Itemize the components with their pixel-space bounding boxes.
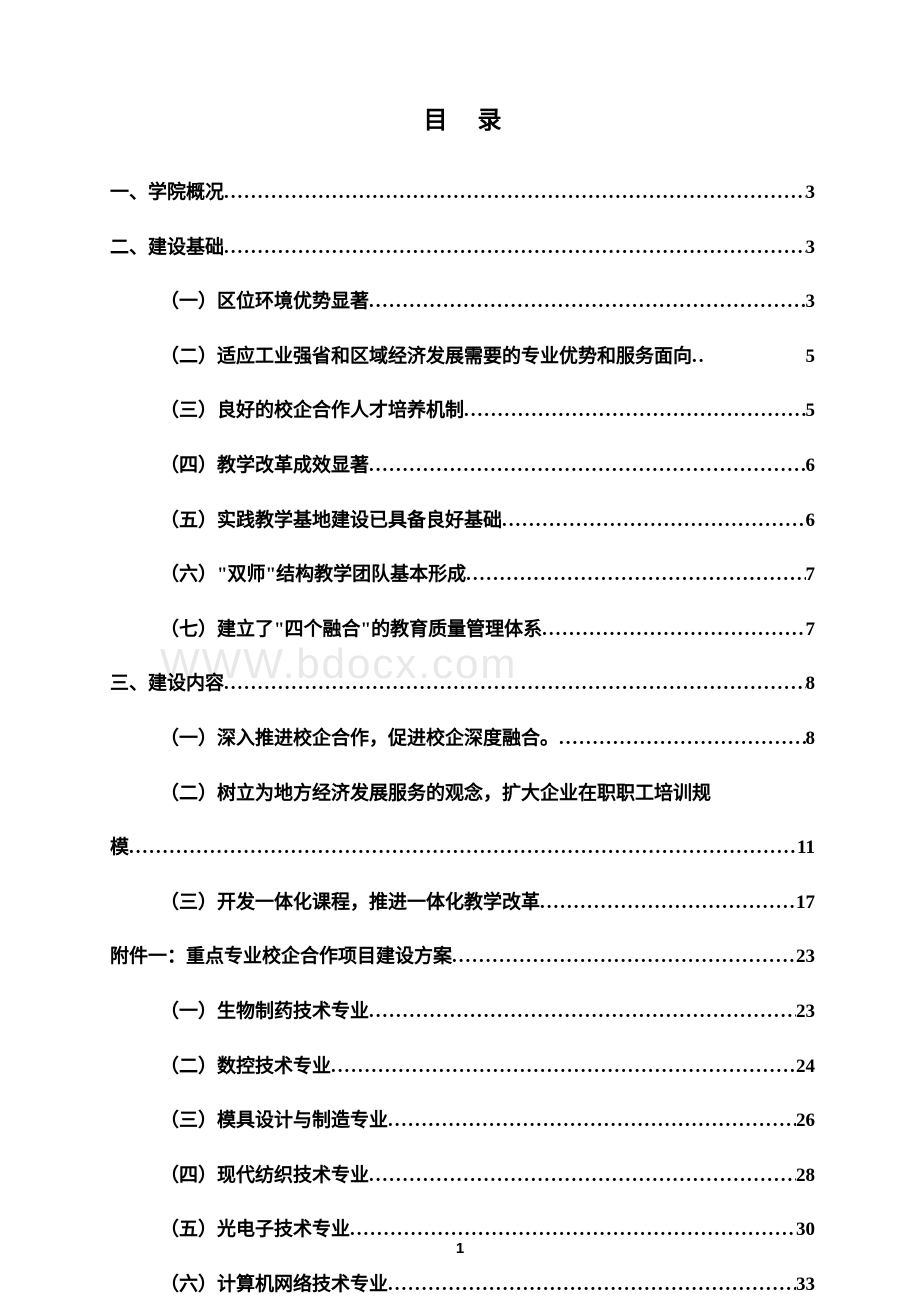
toc-entry-label: 一、学院概况: [110, 180, 224, 207]
toc-dots: [692, 344, 805, 371]
toc-entry-label: （六）计算机网络技术专业: [160, 1272, 388, 1299]
toc-dots: [540, 890, 796, 917]
toc-entry-page: 8: [806, 726, 816, 753]
toc-dots: [224, 671, 805, 698]
toc-dots: [452, 944, 796, 971]
toc-entry: （七）建立了"四个融合"的教育质量管理体系 7: [110, 617, 815, 644]
toc-entry: （三）开发一体化课程，推进一体化教学改革 17: [110, 890, 815, 917]
toc-entry: （四）现代纺织技术专业 28: [110, 1163, 815, 1190]
toc-dots: [388, 1272, 796, 1299]
toc-entry-label: （四）教学改革成效显著: [160, 453, 369, 480]
toc-entry-page: 11: [797, 835, 815, 862]
toc-entry-page: 28: [796, 1163, 815, 1190]
toc-entry-page: 5: [806, 344, 816, 371]
toc-entry-label: （三）开发一体化课程，推进一体化教学改革: [160, 890, 540, 917]
toc-entry: （三）良好的校企合作人才培养机制 5: [110, 398, 815, 425]
toc-entry-page: 26: [796, 1108, 815, 1135]
toc-entry-label: （二）适应工业强省和区域经济发展需要的专业优势和服务面向: [160, 344, 692, 371]
toc-entry: （四）教学改革成效显著 6: [110, 453, 815, 480]
toc-entry-label: （二）数控技术专业: [160, 1054, 331, 1081]
toc-dots: [129, 835, 797, 862]
toc-entry-page: 30: [796, 1217, 815, 1244]
toc-dots: [224, 180, 805, 207]
toc-entry: 附件一：重点专业校企合作项目建设方案 23: [110, 944, 815, 971]
toc-entry-label: （二）树立为地方经济发展服务的观念，扩大企业在职职工培训规: [160, 781, 711, 808]
toc-entry: （六）"双师"结构教学团队基本形成 7: [110, 562, 815, 589]
toc-entry: （二）数控技术专业 24: [110, 1054, 815, 1081]
toc-entry-page: 33: [796, 1272, 815, 1299]
toc-dots: [559, 726, 805, 753]
toc-dots: [369, 999, 796, 1026]
toc-entry-page: 23: [796, 999, 815, 1026]
toc-entry-label: （四）现代纺织技术专业: [160, 1163, 369, 1190]
toc-entry-page: 5: [806, 398, 816, 425]
toc-dots: [466, 562, 805, 589]
page-number: 1: [456, 1240, 464, 1257]
toc-entry: 一、学院概况 3: [110, 180, 815, 207]
toc-entry: （二）树立为地方经济发展服务的观念，扩大企业在职职工培训规: [110, 781, 815, 808]
toc-dots: [369, 1163, 796, 1190]
toc-entry: （六）计算机网络技术专业 33: [110, 1272, 815, 1299]
toc-entry-label: （一）区位环境优势显著: [160, 289, 369, 316]
toc-dots: [388, 1108, 796, 1135]
toc-entry-page: 3: [806, 289, 816, 316]
toc-entry-page: 8: [806, 671, 816, 698]
toc-entry-label: 模: [110, 835, 129, 862]
toc-entry: （一）区位环境优势显著 3: [110, 289, 815, 316]
toc-entry-label: 附件一：重点专业校企合作项目建设方案: [110, 944, 452, 971]
toc-dots: [224, 235, 805, 262]
toc-entry-page: 24: [796, 1054, 815, 1081]
toc-entry: 二、建设基础 3: [110, 235, 815, 262]
toc-entry: （一）生物制药技术专业 23: [110, 999, 815, 1026]
toc-entry-label: （一）深入推进校企合作，促进校企深度融合。: [160, 726, 559, 753]
toc-entry-page: 3: [806, 180, 816, 207]
toc-entry-label: （六）"双师"结构教学团队基本形成: [160, 562, 466, 589]
toc-entry-label: （三）模具设计与制造专业: [160, 1108, 388, 1135]
toc-entry-page: 3: [806, 235, 816, 262]
toc-dots: [350, 1217, 796, 1244]
toc-entry: （二）适应工业强省和区域经济发展需要的专业优势和服务面向 5: [110, 344, 815, 371]
toc-dots: [331, 1054, 796, 1081]
toc-entry-page: 7: [806, 562, 816, 589]
toc-entry-label: 三、建设内容: [110, 671, 224, 698]
toc-entry-page: 17: [796, 890, 815, 917]
toc-title: 目录: [110, 100, 815, 135]
toc-dots: [369, 453, 805, 480]
toc-entry-label: （五）实践教学基地建设已具备良好基础: [160, 508, 502, 535]
toc-entry: （三）模具设计与制造专业 26: [110, 1108, 815, 1135]
toc-entry-label: （三）良好的校企合作人才培养机制: [160, 398, 464, 425]
toc-dots: [464, 398, 805, 425]
toc-entry-page: 6: [806, 508, 816, 535]
toc-dots: [542, 617, 805, 644]
toc-entry: 三、建设内容 8: [110, 671, 815, 698]
toc-entry-label: （一）生物制药技术专业: [160, 999, 369, 1026]
toc-dots: [502, 508, 805, 535]
toc-entry: （一）深入推进校企合作，促进校企深度融合。 8: [110, 726, 815, 753]
toc-entry: 模 11: [110, 835, 815, 862]
toc-entry-page: 23: [796, 944, 815, 971]
toc-entry-label: （七）建立了"四个融合"的教育质量管理体系: [160, 617, 542, 644]
toc-entry: （五）实践教学基地建设已具备良好基础 6: [110, 508, 815, 535]
toc-entry-page: 7: [806, 617, 816, 644]
toc-entry-label: （五）光电子技术专业: [160, 1217, 350, 1244]
toc-entry-page: 6: [806, 453, 816, 480]
toc-entry-label: 二、建设基础: [110, 235, 224, 262]
toc-container: 一、学院概况 3 二、建设基础 3 （一）区位环境优势显著 3 （二）适应工业强省和区域经济…: [110, 180, 815, 1298]
toc-dots: [369, 289, 805, 316]
